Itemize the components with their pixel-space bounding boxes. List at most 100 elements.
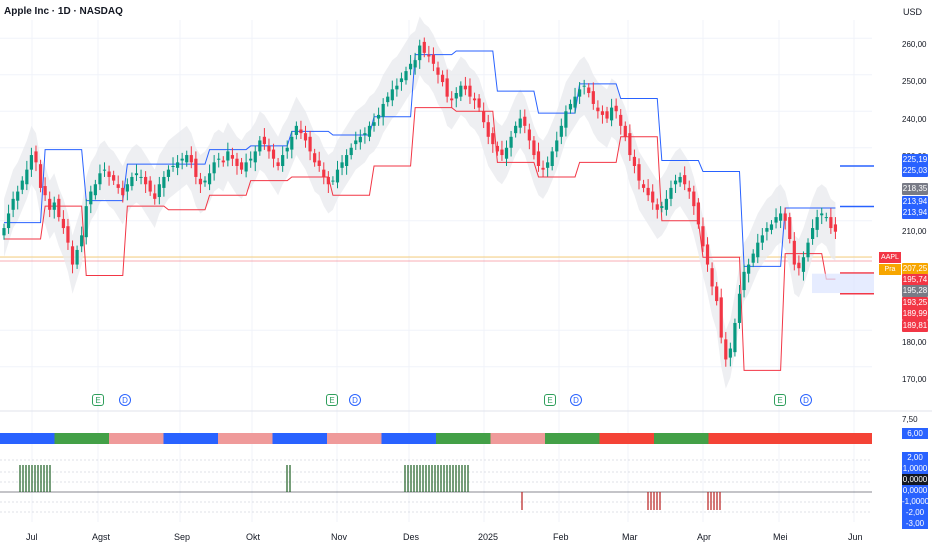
candle-body — [628, 133, 632, 156]
candle-body — [591, 91, 595, 104]
candle-body — [258, 140, 262, 152]
time-tick-label: Mar — [622, 532, 638, 542]
dividend-event-icon[interactable]: D — [800, 394, 812, 406]
candle-body — [833, 224, 838, 232]
candle-body — [276, 162, 280, 166]
candle-body — [724, 339, 728, 360]
earnings-event-icon[interactable]: E — [326, 394, 338, 406]
candle-body — [61, 218, 65, 229]
candle-body — [130, 176, 134, 187]
zone-box — [812, 273, 874, 294]
candle-body — [221, 160, 225, 163]
trend-bar-segment — [436, 433, 491, 444]
trend-bar-segment — [109, 433, 164, 444]
candle-body — [235, 158, 239, 166]
candle-body — [683, 175, 687, 185]
price-tick-label: 210,00 — [902, 227, 927, 236]
price-tick-label: 250,00 — [902, 77, 927, 86]
trend-bar-segment — [0, 433, 55, 444]
price-tag: 207,25 — [902, 263, 928, 275]
candle-body — [335, 169, 340, 183]
candle-body — [299, 129, 303, 134]
candle-body — [322, 169, 326, 177]
candle-body — [651, 191, 655, 203]
trend-bar-segment — [599, 433, 654, 444]
candle-body — [207, 173, 212, 185]
dividend-event-icon[interactable]: D — [570, 394, 582, 406]
indicator-tick-label: 7,50 — [902, 415, 918, 424]
candle-body — [144, 176, 148, 185]
candle-body — [692, 191, 696, 207]
candle-body — [472, 98, 477, 101]
trend-bar-segment — [763, 433, 818, 444]
candle-body — [281, 155, 285, 166]
currency-label[interactable]: USD — [902, 7, 922, 17]
candle-body — [326, 176, 330, 185]
price-tag: 189,99 — [902, 308, 928, 320]
chart-title: Apple Inc · 1D · NASDAQ — [4, 6, 123, 17]
candle-body — [84, 206, 88, 238]
price-tag: 193,25 — [902, 297, 928, 309]
candle-body — [112, 175, 116, 181]
candle-body — [70, 246, 75, 265]
indicator-tag: 6,00 — [902, 428, 928, 439]
candle-body — [267, 145, 271, 152]
candle-body — [783, 213, 787, 221]
earnings-event-icon[interactable]: E — [774, 394, 786, 406]
time-tick-label: Jul — [26, 532, 38, 542]
candle-body — [468, 85, 472, 97]
earnings-event-icon[interactable]: E — [544, 394, 556, 406]
candle-body — [20, 180, 24, 190]
trend-bar-segment — [54, 433, 109, 444]
candle-body — [107, 171, 111, 177]
price-tick-label: 240,00 — [902, 115, 927, 124]
candle-body — [655, 204, 659, 210]
price-tick-label: 170,00 — [902, 375, 927, 384]
candle-body — [198, 178, 203, 185]
candle-body — [710, 268, 714, 287]
candle-body — [367, 125, 372, 137]
earnings-event-icon[interactable]: E — [92, 394, 104, 406]
candle-body — [153, 193, 157, 199]
candle-body — [404, 71, 408, 81]
candle-body — [2, 228, 6, 236]
candle-body — [564, 111, 568, 128]
candle-body — [765, 228, 769, 232]
candle-body — [25, 169, 29, 185]
candle-body — [43, 186, 47, 196]
time-tick-label: Apr — [697, 532, 712, 542]
candle-body — [381, 103, 385, 117]
candle-body — [11, 198, 15, 210]
cloud-area — [4, 16, 836, 389]
candle-body — [80, 235, 84, 247]
candle-body — [162, 176, 166, 188]
price-tag: 213,94 — [902, 207, 928, 219]
trend-bar-segment — [218, 433, 273, 444]
candle-body — [609, 107, 614, 121]
candle-body — [125, 184, 129, 192]
candle-body — [354, 140, 358, 145]
candle-body — [500, 149, 504, 156]
candle-body — [239, 162, 244, 170]
candle-body — [509, 136, 513, 148]
candle-body — [705, 244, 710, 265]
candle-body — [614, 105, 618, 112]
candle-body — [427, 54, 431, 57]
candle-body — [482, 111, 486, 123]
time-tick-label: Nov — [331, 532, 348, 542]
pre-market-tag: Pra — [879, 264, 901, 275]
candle-body — [440, 74, 445, 83]
dividend-event-icon[interactable]: D — [119, 394, 131, 406]
candle-body — [203, 180, 207, 183]
time-tick-label: Sep — [174, 532, 191, 542]
price-tick-label: 180,00 — [902, 338, 927, 347]
candle-body — [66, 226, 70, 243]
candle-body — [788, 217, 792, 239]
candle-body — [171, 166, 175, 167]
candle-body — [363, 133, 367, 135]
candle-body — [769, 224, 774, 230]
candle-body — [413, 60, 417, 68]
candle-body — [308, 136, 312, 152]
dividend-event-icon[interactable]: D — [349, 394, 361, 406]
